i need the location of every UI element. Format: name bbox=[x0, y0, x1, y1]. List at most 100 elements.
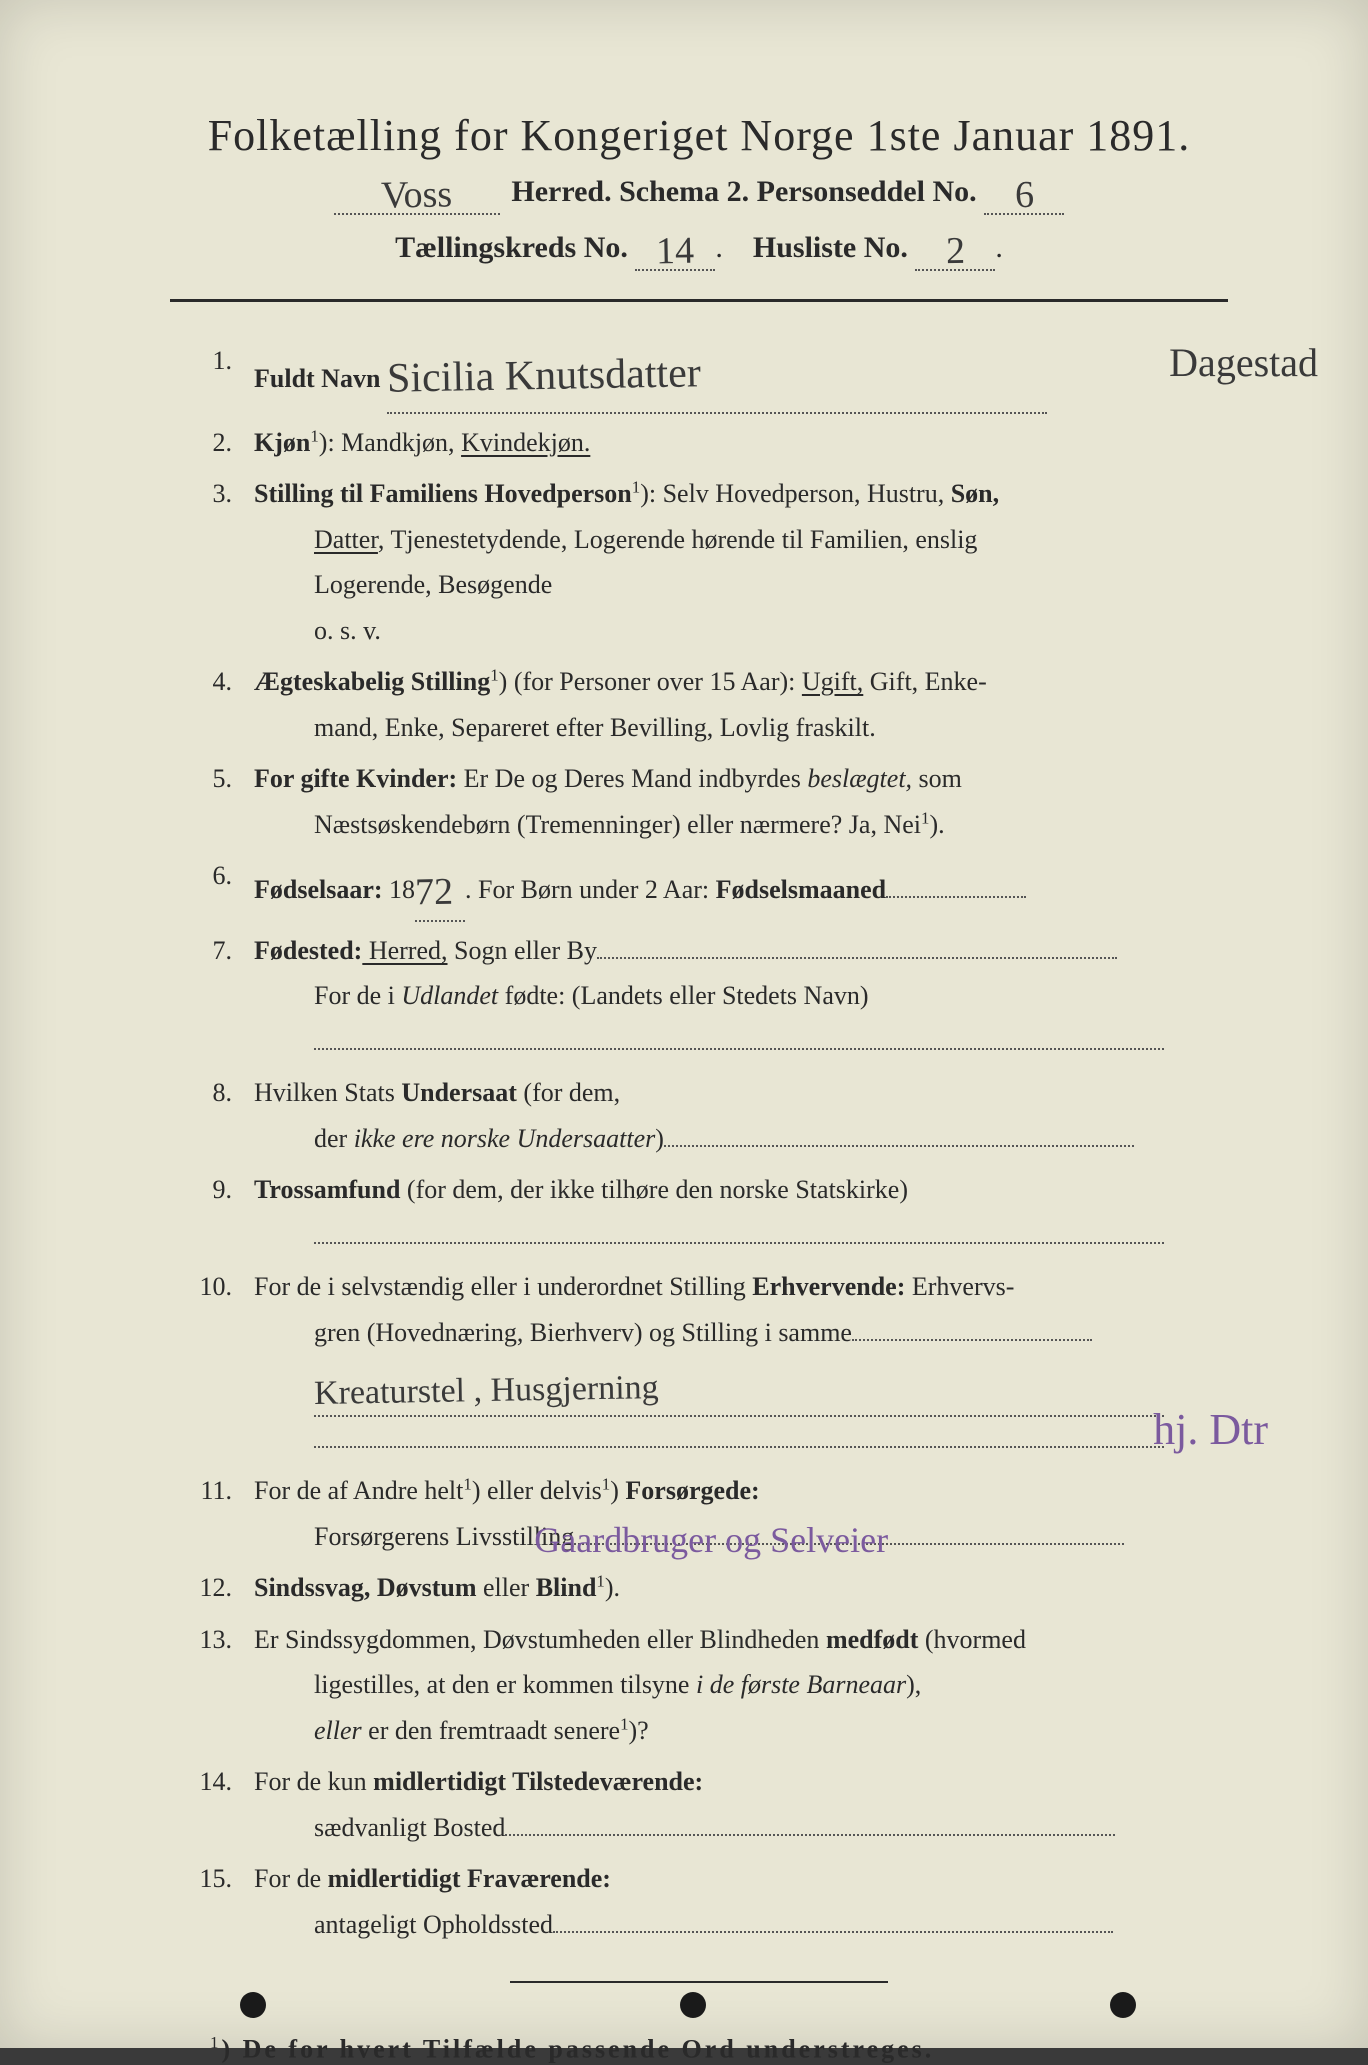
text: som bbox=[912, 764, 962, 793]
schema-label: Schema 2. bbox=[619, 175, 749, 208]
sup: 1 bbox=[602, 1474, 610, 1493]
item-4: 4. Ægteskabelig Stilling1) (for Personer… bbox=[170, 659, 1228, 750]
fodested-label: Fødested: bbox=[254, 936, 362, 965]
personseddel-label: Personseddel No. bbox=[757, 175, 977, 208]
blank bbox=[664, 1145, 1134, 1147]
text: Erhvervs- bbox=[905, 1272, 1014, 1301]
sup: 1 bbox=[620, 1714, 628, 1733]
text: (for dem, bbox=[517, 1078, 620, 1107]
item-num: 4. bbox=[170, 659, 254, 750]
sup: 1 bbox=[490, 665, 498, 684]
text: ) bbox=[655, 1124, 664, 1153]
kjon-selected: Kvindekjøn. bbox=[461, 428, 590, 457]
text: ) (for Personer over 15 Aar): bbox=[499, 667, 802, 696]
text: ). bbox=[605, 1573, 620, 1602]
trossamfund-label: Trossamfund bbox=[254, 1175, 400, 1204]
medfodt-label: medfødt bbox=[826, 1625, 918, 1654]
punch-hole-icon bbox=[240, 1992, 266, 2018]
taellingskreds-label: Tællingskreds No. bbox=[395, 231, 628, 264]
text: Gift, Enke- bbox=[863, 667, 986, 696]
item-num: 9. bbox=[170, 1167, 254, 1258]
text: er den fremtraadt senere bbox=[362, 1716, 620, 1745]
husliste-no: 2 bbox=[946, 229, 966, 273]
text: ) eller delvis bbox=[472, 1476, 602, 1505]
ugift-selected: Ugift, bbox=[802, 667, 863, 696]
fravaerende-label: midlertidigt Fraværende: bbox=[328, 1864, 611, 1893]
item-13: 13. Er Sindssygdommen, Døvstumheden elle… bbox=[170, 1617, 1228, 1754]
forsorgede-label: Forsørgede: bbox=[625, 1476, 759, 1505]
name-handwritten: Sicilia Knutsdatter bbox=[386, 337, 701, 416]
datter-selected: Datter bbox=[314, 525, 378, 554]
item-11: 11. For de af Andre helt1) eller delvis1… bbox=[170, 1468, 1228, 1559]
text: For de af Andre helt bbox=[254, 1476, 463, 1505]
text: , Tjenestetydende, Logerende hørende til… bbox=[378, 525, 978, 554]
sup: 1 bbox=[596, 1571, 604, 1590]
blank bbox=[505, 1834, 1115, 1836]
blank bbox=[886, 896, 1026, 898]
item-num: 3. bbox=[170, 471, 254, 653]
form-items: 1. Fuldt Navn Sicilia Knutsdatter Dagest… bbox=[130, 338, 1268, 1947]
text: Næstsøskendebørn (Tremenninger) eller næ… bbox=[314, 810, 921, 839]
kjon-label: Kjøn bbox=[254, 428, 310, 457]
text: ) bbox=[610, 1476, 625, 1505]
text: Sogn eller By bbox=[448, 936, 598, 965]
sindssvag-label: Sindssvag, Døvstum bbox=[254, 1573, 477, 1602]
item-7: 7. Fødested: Herred, Sogn eller By For d… bbox=[170, 928, 1228, 1065]
text: i de første Barneaar bbox=[696, 1670, 906, 1699]
purple-note-hj-dtr: hj. Dtr bbox=[1153, 1391, 1268, 1468]
text: eller bbox=[314, 1716, 362, 1745]
item-1: 1. Fuldt Navn Sicilia Knutsdatter Dagest… bbox=[170, 338, 1228, 414]
item-num: 10. bbox=[170, 1264, 254, 1462]
herred-selected: Herred, bbox=[362, 936, 447, 965]
year-handwritten: 72 bbox=[414, 859, 453, 926]
blank bbox=[314, 1048, 1164, 1050]
text: Søn, bbox=[951, 479, 999, 508]
text: Er De og Deres Mand indbyrdes bbox=[457, 764, 807, 793]
purple-livsstilling: Gaardbruger og Selveier bbox=[534, 1509, 888, 1572]
blank bbox=[553, 1931, 1113, 1933]
item-num: 1. bbox=[170, 338, 254, 414]
footnote-text: ) De for hvert Tilfælde passende Ord und… bbox=[221, 2035, 934, 2064]
text: fødte: (Landets eller Stedets Navn) bbox=[498, 981, 868, 1010]
text: For de kun bbox=[254, 1767, 373, 1796]
text: gren (Hovednæring, Bierhverv) og Stillin… bbox=[314, 1318, 852, 1347]
header-divider bbox=[170, 299, 1228, 302]
erhvervende-label: Erhvervende: bbox=[752, 1272, 905, 1301]
text: ): Selv Hovedperson, Hustru, bbox=[640, 479, 951, 508]
year-prefix: 18 bbox=[383, 875, 416, 904]
item-3: 3. Stilling til Familiens Hovedperson1):… bbox=[170, 471, 1228, 653]
personseddel-no: 6 bbox=[1014, 173, 1034, 217]
text: For de i selvstændig eller i underordnet… bbox=[254, 1272, 752, 1301]
item-12: 12. Sindssvag, Døvstum eller Blind1). bbox=[170, 1565, 1228, 1611]
item-num: 14. bbox=[170, 1759, 254, 1850]
item-5: 5. For gifte Kvinder: Er De og Deres Man… bbox=[170, 756, 1228, 847]
text: o. s. v. bbox=[254, 608, 1228, 654]
item-num: 13. bbox=[170, 1617, 254, 1754]
occupation-handwritten: Kreaturstel , Husgjerning bbox=[314, 1358, 660, 1424]
text: Hvilken Stats bbox=[254, 1078, 401, 1107]
text: (for dem, der ikke tilhøre den norske St… bbox=[400, 1175, 908, 1204]
census-form-page: Folketælling for Kongeriget Norge 1ste J… bbox=[0, 0, 1368, 2048]
text: Udlandet bbox=[401, 981, 498, 1010]
tilstedevaerende-label: midlertidigt Tilstedeværende: bbox=[373, 1767, 703, 1796]
text: ikke ere norske Undersaatter bbox=[354, 1124, 656, 1153]
fuldt-navn-label: Fuldt Navn bbox=[254, 364, 380, 393]
herred-handwritten: Voss bbox=[381, 172, 453, 217]
herred-label: Herred. bbox=[511, 175, 611, 208]
text: der bbox=[314, 1124, 354, 1153]
item-num: 11. bbox=[170, 1468, 254, 1559]
item-num: 15. bbox=[170, 1856, 254, 1947]
item-num: 6. bbox=[170, 853, 254, 922]
sup: 1 bbox=[632, 477, 640, 496]
text: eller bbox=[477, 1573, 536, 1602]
blank bbox=[314, 1446, 1164, 1448]
item-15: 15. For de midlertidigt Fraværende: anta… bbox=[170, 1856, 1228, 1947]
text: For de bbox=[254, 1864, 328, 1893]
footnote: 1) De for hvert Tilfælde passende Ord un… bbox=[130, 2033, 1268, 2065]
text: For de i bbox=[314, 981, 401, 1010]
fodselsmaaned-label: Fødselsmaaned bbox=[716, 875, 886, 904]
taellingskreds-no: 14 bbox=[656, 229, 695, 274]
main-title: Folketælling for Kongeriget Norge 1ste J… bbox=[130, 110, 1268, 161]
text: Er Sindssygdommen, Døvstumheden eller Bl… bbox=[254, 1625, 826, 1654]
fodselsaar-label: Fødselsaar: bbox=[254, 875, 383, 904]
